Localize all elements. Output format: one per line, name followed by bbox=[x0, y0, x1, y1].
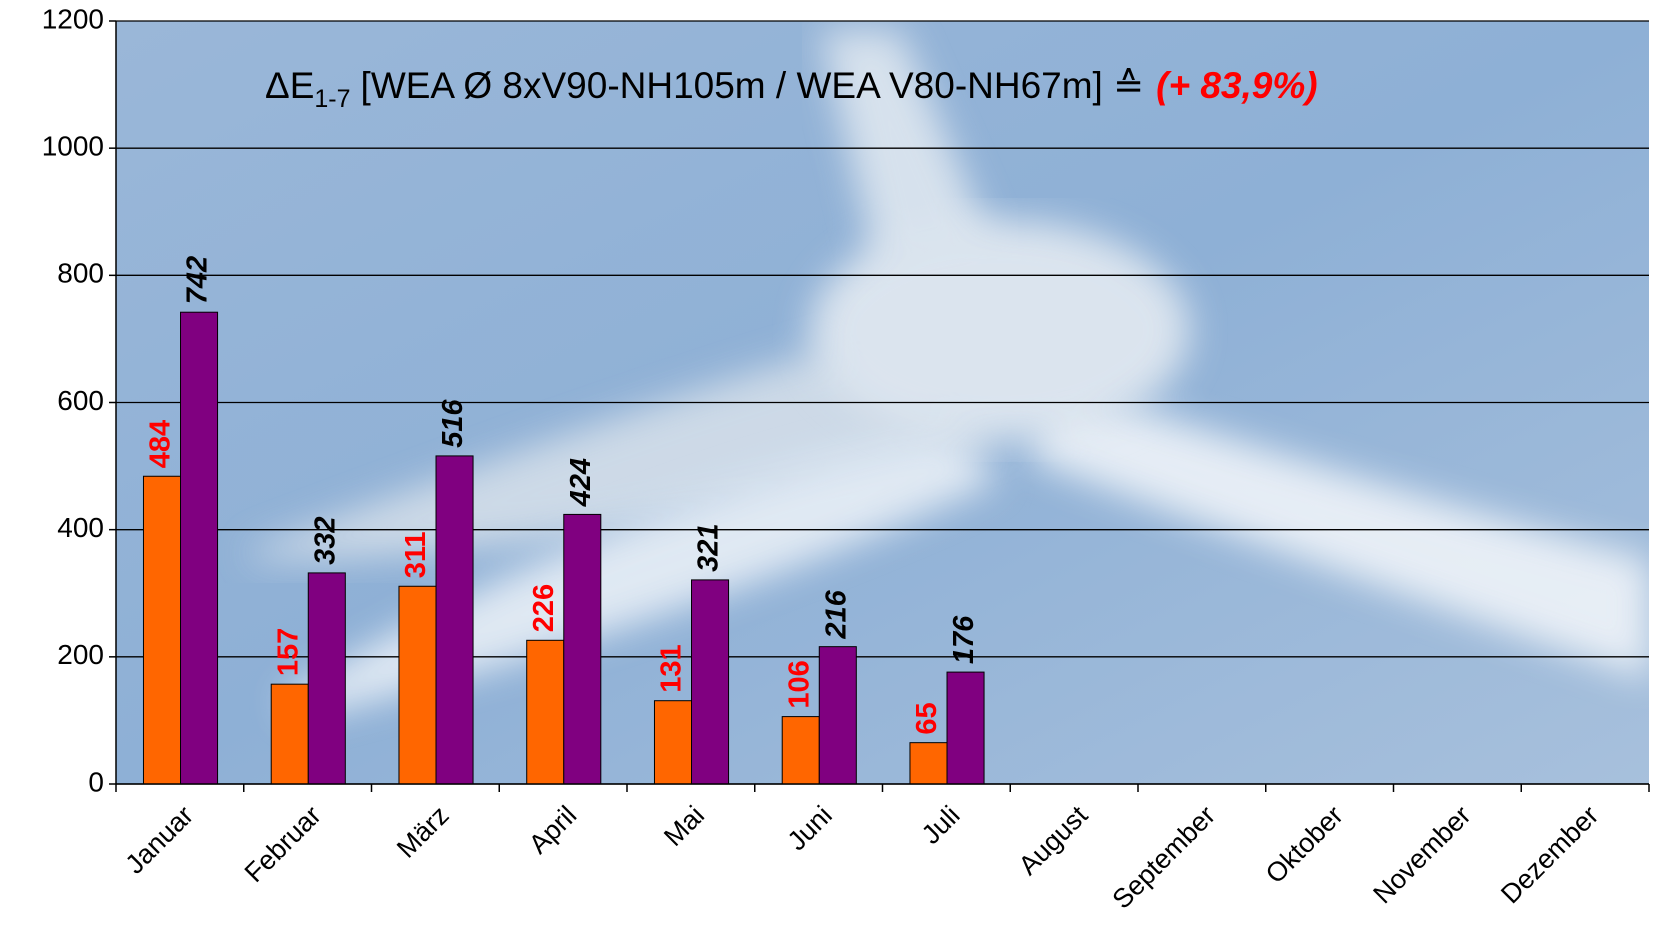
value-label: 742 bbox=[182, 256, 214, 304]
x-tick-label: August bbox=[1013, 800, 1094, 881]
value-label: 176 bbox=[948, 615, 980, 664]
value-label: 106 bbox=[783, 660, 815, 708]
y-tick-label: 1000 bbox=[42, 131, 104, 162]
y-tick-label: 200 bbox=[57, 639, 104, 670]
value-label: 484 bbox=[145, 420, 177, 468]
chart-title: ΔE1-7 [WEA Ø 8xV90-NH105m / WEA V80-NH67m… bbox=[265, 65, 1318, 113]
y-tick-label: 800 bbox=[57, 258, 104, 289]
value-label: 321 bbox=[693, 524, 725, 572]
bar bbox=[653, 700, 693, 785]
x-tick-label: Mai bbox=[658, 800, 710, 852]
x-tick-label: September bbox=[1107, 800, 1222, 915]
bar bbox=[307, 572, 346, 785]
value-label: 157 bbox=[272, 628, 304, 676]
title-subscript: 1-7 bbox=[314, 85, 350, 113]
bar bbox=[818, 646, 857, 785]
bar bbox=[398, 585, 437, 785]
x-tick-label: Februar bbox=[239, 800, 327, 888]
value-label: 216 bbox=[820, 589, 852, 639]
title-emphasis: (+ 83,9%) bbox=[1156, 65, 1317, 106]
bars bbox=[142, 311, 985, 785]
x-tick-label: Juli bbox=[916, 800, 966, 850]
bar bbox=[563, 513, 602, 785]
bar bbox=[435, 455, 474, 785]
value-label: 424 bbox=[565, 458, 597, 507]
bar bbox=[781, 716, 820, 785]
value-label: 131 bbox=[656, 644, 688, 692]
y-tick-label: 1200 bbox=[42, 3, 104, 34]
x-tick-label: April bbox=[523, 800, 582, 859]
x-tick-label: Juni bbox=[782, 800, 838, 856]
bar bbox=[270, 683, 309, 785]
bar bbox=[946, 671, 985, 785]
bar bbox=[180, 311, 219, 785]
value-label: 516 bbox=[437, 399, 469, 448]
value-label: 332 bbox=[309, 517, 341, 565]
value-label: 311 bbox=[400, 531, 432, 578]
value-label: 226 bbox=[528, 584, 560, 632]
x-tick-label: Dezember bbox=[1495, 800, 1604, 909]
x-tick-label: November bbox=[1367, 800, 1476, 909]
x-tick-label: Oktober bbox=[1260, 800, 1349, 889]
y-tick-label: 600 bbox=[57, 385, 104, 416]
bar bbox=[691, 579, 730, 785]
x-tick-label: Januar bbox=[120, 800, 200, 880]
title-rest: [WEA Ø 8xV90-NH105m / WEA V80-NH67m] ≙ bbox=[361, 65, 1145, 106]
bar bbox=[526, 639, 565, 785]
bar bbox=[909, 742, 948, 785]
y-tick-label: 400 bbox=[57, 512, 104, 543]
value-label: 65 bbox=[911, 702, 943, 734]
y-tick-label: 0 bbox=[88, 766, 104, 797]
x-tick-label: März bbox=[391, 800, 455, 864]
bar bbox=[142, 475, 182, 785]
title-delta: ΔE bbox=[265, 65, 314, 106]
